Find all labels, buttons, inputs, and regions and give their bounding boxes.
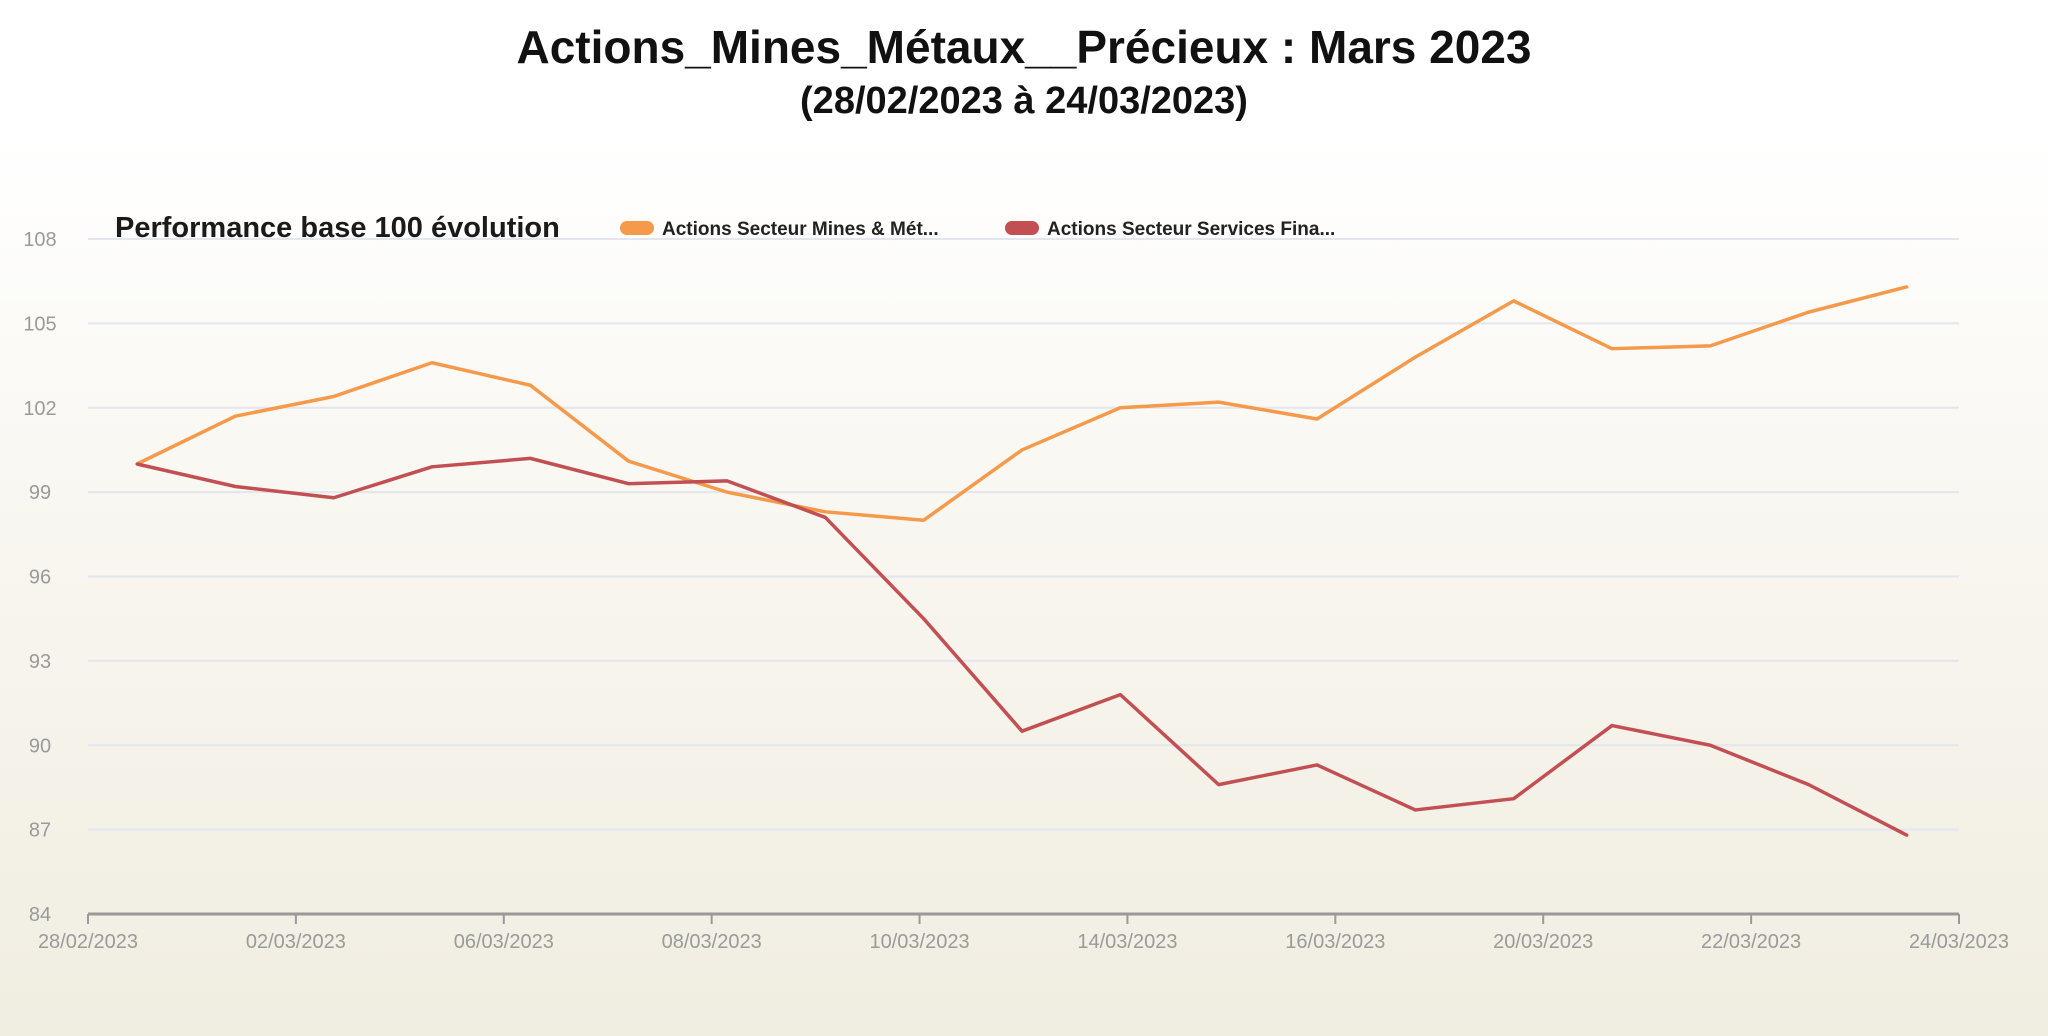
data-point: [1315, 763, 1319, 767]
data-point: [430, 361, 434, 365]
data-point: [1413, 808, 1417, 812]
y-tick-label: 87: [29, 820, 51, 842]
y-tick-label: 93: [29, 651, 51, 673]
x-tick-label: 14/03/2023: [1077, 931, 1177, 953]
data-point: [627, 459, 631, 463]
x-tick-label: 08/03/2023: [662, 931, 762, 953]
data-point: [1413, 355, 1417, 359]
data-point: [1610, 347, 1614, 351]
data-point: [528, 456, 532, 460]
data-point: [1708, 743, 1712, 747]
x-tick-label: 28/02/2023: [38, 931, 138, 953]
chart-background: [0, 140, 2048, 1036]
x-tick-label: 16/03/2023: [1285, 931, 1385, 953]
data-point: [1020, 729, 1024, 733]
data-point: [1708, 344, 1712, 348]
x-tick-label: 06/03/2023: [454, 931, 554, 953]
data-point: [430, 465, 434, 469]
data-point: [1610, 724, 1614, 728]
x-tick-label: 02/03/2023: [246, 931, 346, 953]
data-point: [332, 496, 336, 500]
legend-swatch: [1005, 221, 1039, 235]
data-point: [233, 414, 237, 418]
y-tick-label: 96: [29, 567, 51, 589]
data-point: [1512, 299, 1516, 303]
y-tick-label: 102: [23, 398, 56, 420]
data-point: [823, 510, 827, 514]
data-point: [1118, 406, 1122, 410]
data-point: [1905, 285, 1909, 289]
legend-swatch: [620, 221, 654, 235]
data-point: [1217, 783, 1221, 787]
data-point: [1807, 783, 1811, 787]
data-point: [922, 518, 926, 522]
y-tick-label: 99: [29, 482, 51, 504]
data-point: [233, 485, 237, 488]
legend-label: Actions Secteur Services Fina...: [1047, 219, 1335, 240]
data-point: [725, 490, 729, 494]
series-line: [136, 285, 1908, 522]
data-point: [528, 383, 532, 387]
data-point: [1217, 400, 1221, 404]
y-tick-label: 90: [29, 735, 51, 757]
data-point: [922, 617, 926, 621]
data-point: [1315, 417, 1319, 421]
series-line: [136, 456, 1908, 837]
data-point: [725, 479, 729, 483]
y-tick-label: 105: [23, 313, 56, 335]
data-point: [627, 482, 631, 486]
data-point: [135, 462, 139, 466]
data-point: [332, 395, 336, 398]
legend-label: Actions Secteur Mines & Mét...: [662, 219, 939, 240]
data-point: [823, 515, 827, 519]
y-tick-label: 108: [23, 229, 56, 251]
data-point: [1512, 797, 1516, 801]
data-point: [1118, 693, 1122, 697]
y-tick-label: 84: [29, 904, 51, 926]
data-point: [1807, 310, 1811, 314]
x-tick-label: 24/03/2023: [1909, 931, 2009, 953]
data-point: [1905, 833, 1909, 837]
page-subtitle: (28/02/2023 à 24/03/2023): [800, 80, 1248, 122]
x-tick-label: 22/03/2023: [1701, 931, 1801, 953]
page-title: Actions_Mines_Métaux__Précieux : Mars 20…: [516, 21, 1532, 73]
x-tick-label: 10/03/2023: [870, 931, 970, 953]
data-point: [1020, 448, 1024, 452]
x-tick-label: 20/03/2023: [1493, 931, 1593, 953]
